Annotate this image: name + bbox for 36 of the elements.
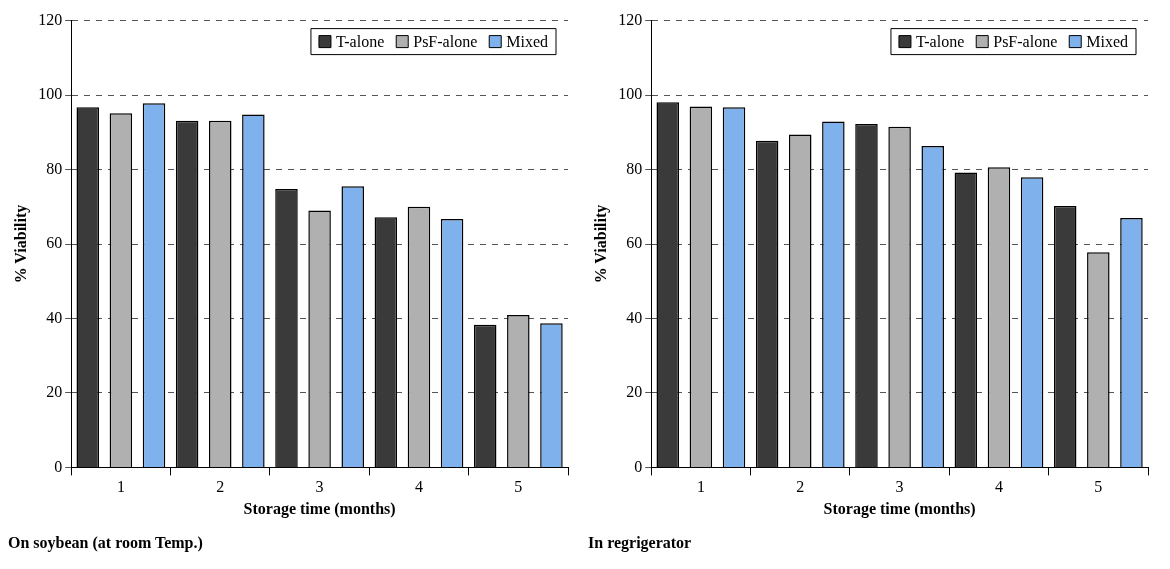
x-tick-label: 3: [895, 478, 904, 496]
x-tick-label: 1: [116, 478, 125, 496]
x-tick-label: 4: [414, 478, 423, 496]
y-tick-label: 120: [618, 10, 643, 28]
y-tick-label: 120: [38, 10, 63, 28]
y-tick-label: 0: [54, 457, 63, 475]
y-tick-label: 40: [626, 308, 643, 326]
x-tick-label: 3: [315, 478, 324, 496]
legend-label: PsF-alone: [413, 32, 478, 50]
text: In regrigerator: [588, 533, 692, 552]
legend-label: PsF-alone: [993, 32, 1058, 50]
text: On soybean (at room Temp.): [8, 533, 203, 552]
y-tick-label: 100: [38, 85, 63, 103]
y-tick-label: 20: [626, 383, 643, 401]
y-axis-title: % Viability: [591, 204, 610, 284]
y-tick-label: 80: [46, 159, 63, 177]
x-axis-title: Storage time (months): [823, 500, 976, 519]
y-tick-label: 60: [46, 234, 63, 252]
y-axis-title: % Viability: [11, 204, 30, 284]
x-tick-label: 4: [994, 478, 1003, 496]
x-tick-label: 2: [216, 478, 225, 496]
legend-label: T-alone: [335, 32, 385, 50]
x-tick-label: 1: [696, 478, 705, 496]
y-tick-label: 40: [46, 308, 63, 326]
y-tick-label: 20: [46, 383, 63, 401]
x-tick-label: 5: [514, 478, 523, 496]
x-tick-label: 2: [796, 478, 805, 496]
legend-label: T-alone: [915, 32, 965, 50]
y-tick-label: 80: [626, 159, 643, 177]
y-tick-label: 60: [626, 234, 643, 252]
legend-label: Mixed: [506, 32, 549, 50]
y-tick-label: 0: [634, 457, 643, 475]
x-axis-title: Storage time (months): [243, 500, 396, 519]
y-tick-label: 100: [618, 85, 643, 103]
x-tick-label: 5: [1094, 478, 1103, 496]
legend-label: Mixed: [1086, 32, 1129, 50]
